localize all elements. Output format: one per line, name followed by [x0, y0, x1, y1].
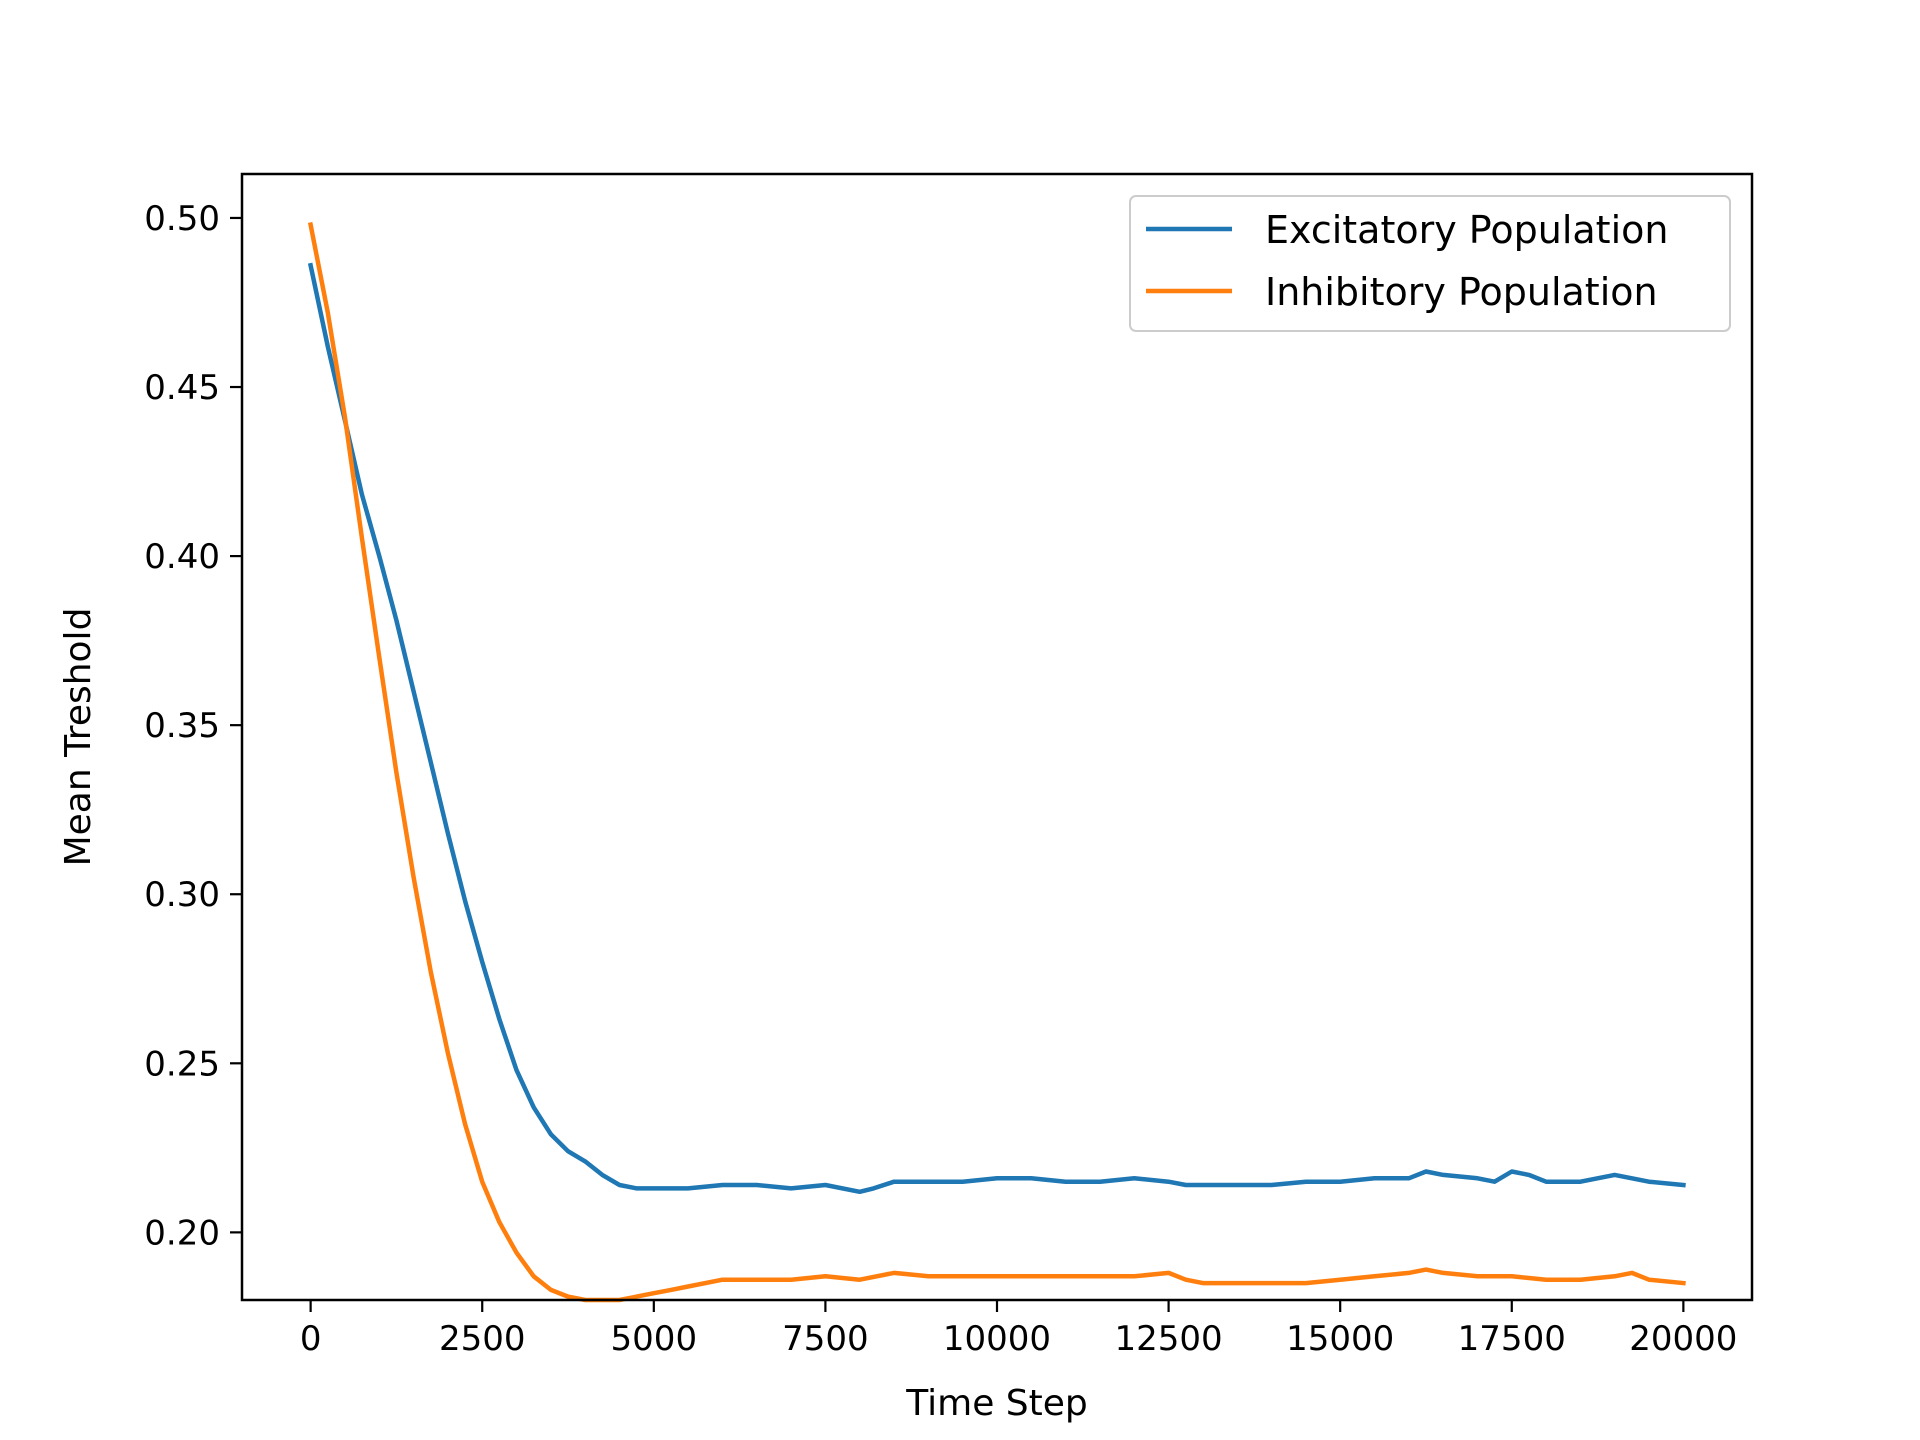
y-tick-label: 0.40 [144, 537, 220, 577]
legend-box [1129, 195, 1731, 332]
y-tick-label: 0.30 [144, 875, 220, 915]
x-tick-label: 10000 [943, 1319, 1051, 1359]
series-line-excitatory [307, 262, 1686, 1195]
y-tick-label: 0.45 [144, 368, 220, 408]
y-axis-ticks: 0.20 0.25 0.30 0.35 0.40 0.45 0.50 [144, 199, 242, 1253]
series-line-inhibitory [307, 222, 1686, 1303]
y-tick-label: 0.50 [144, 199, 220, 239]
y-tick-label: 0.25 [144, 1044, 220, 1084]
x-tick-label: 20000 [1629, 1319, 1737, 1359]
legend-label-excitatory: Excitatory Population [1265, 208, 1668, 252]
x-tick-label: 17500 [1458, 1319, 1566, 1359]
series-lines [307, 222, 1686, 1303]
x-tick-label: 2500 [439, 1319, 526, 1359]
x-tick-label: 7500 [782, 1319, 869, 1359]
y-tick-label: 0.20 [144, 1213, 220, 1253]
x-tick-label: 15000 [1286, 1319, 1394, 1359]
x-tick-label: 0 [300, 1319, 322, 1359]
legend-label-inhibitory: Inhibitory Population [1265, 270, 1658, 314]
x-axis-ticks: 0 2500 5000 7500 10000 12500 15000 17500 20000 [300, 1300, 1737, 1359]
x-tick-label: 12500 [1115, 1319, 1223, 1359]
y-tick-label: 0.35 [144, 706, 220, 746]
x-axis-label: Time Step [905, 1383, 1088, 1424]
y-axis-label: Mean Treshold [58, 608, 99, 867]
x-tick-label: 5000 [611, 1319, 698, 1359]
legend: Excitatory Population Inhibitory Populat… [1129, 195, 1731, 332]
